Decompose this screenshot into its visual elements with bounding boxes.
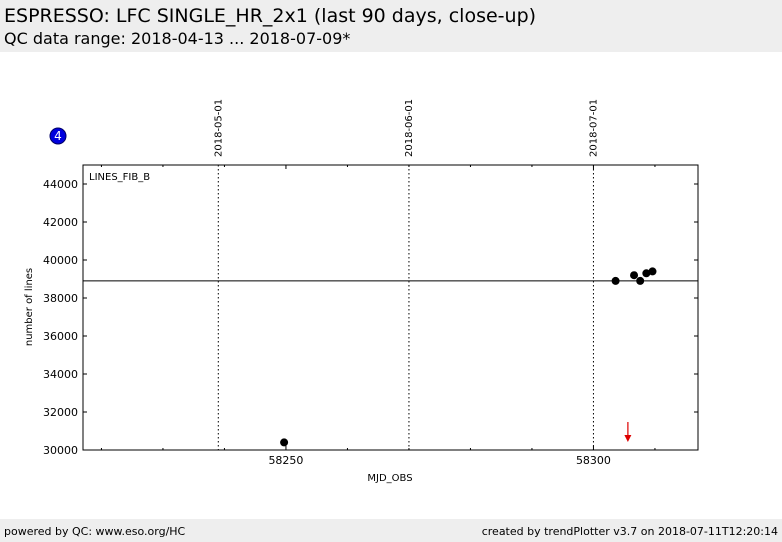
y-tick-label: 42000 bbox=[43, 216, 78, 229]
y-tick-label: 40000 bbox=[43, 254, 78, 267]
y-tick-label: 38000 bbox=[43, 292, 78, 305]
y-axis-label: number of lines bbox=[24, 268, 35, 346]
footer-powered-by: powered by QC: www.eso.org/HC bbox=[4, 525, 186, 538]
data-point bbox=[611, 276, 620, 285]
y-tick-label: 32000 bbox=[43, 406, 78, 419]
page-title: ESPRESSO: LFC SINGLE_HR_2x1 (last 90 day… bbox=[4, 5, 537, 27]
date-marker-label: 2018-06-01 bbox=[404, 99, 415, 157]
count-badge: 4 bbox=[49, 127, 67, 145]
y-tick-label: 30000 bbox=[43, 444, 78, 457]
date-marker-label: 2018-07-01 bbox=[588, 99, 599, 157]
x-axis-label: MJD_OBS bbox=[367, 473, 412, 484]
header-bar: ESPRESSO: LFC SINGLE_HR_2x1 (last 90 day… bbox=[0, 0, 782, 52]
y-tick-label: 34000 bbox=[43, 368, 78, 381]
data-point bbox=[648, 267, 657, 276]
page-subtitle: QC data range: 2018-04-13 ... 2018-07-09… bbox=[4, 29, 351, 48]
x-tick-label: 58300 bbox=[576, 454, 611, 467]
x-tick-label: 58250 bbox=[268, 454, 303, 467]
data-point bbox=[642, 269, 651, 278]
trend-chart: 4 2018-05-01 2018-06-01 2018-07-01 30000 32… bbox=[24, 99, 699, 484]
badge-circle bbox=[49, 127, 67, 145]
out-of-range-arrow-icon bbox=[624, 435, 632, 442]
y-tick-label: 36000 bbox=[43, 330, 78, 343]
date-marker-label: 2018-05-01 bbox=[213, 99, 224, 157]
data-point bbox=[636, 276, 645, 285]
footer-bar: powered by QC: www.eso.org/HC created by… bbox=[0, 519, 782, 542]
y-tick-label: 44000 bbox=[43, 178, 78, 191]
badge-label: 4 bbox=[54, 129, 62, 143]
footer-created-by: created by trendPlotter v3.7 on 2018-07-… bbox=[481, 525, 778, 538]
data-point bbox=[280, 438, 289, 447]
plot-frame bbox=[82, 164, 699, 451]
data-point bbox=[630, 271, 639, 280]
panel-label: LINES_FIB_B bbox=[89, 172, 150, 183]
